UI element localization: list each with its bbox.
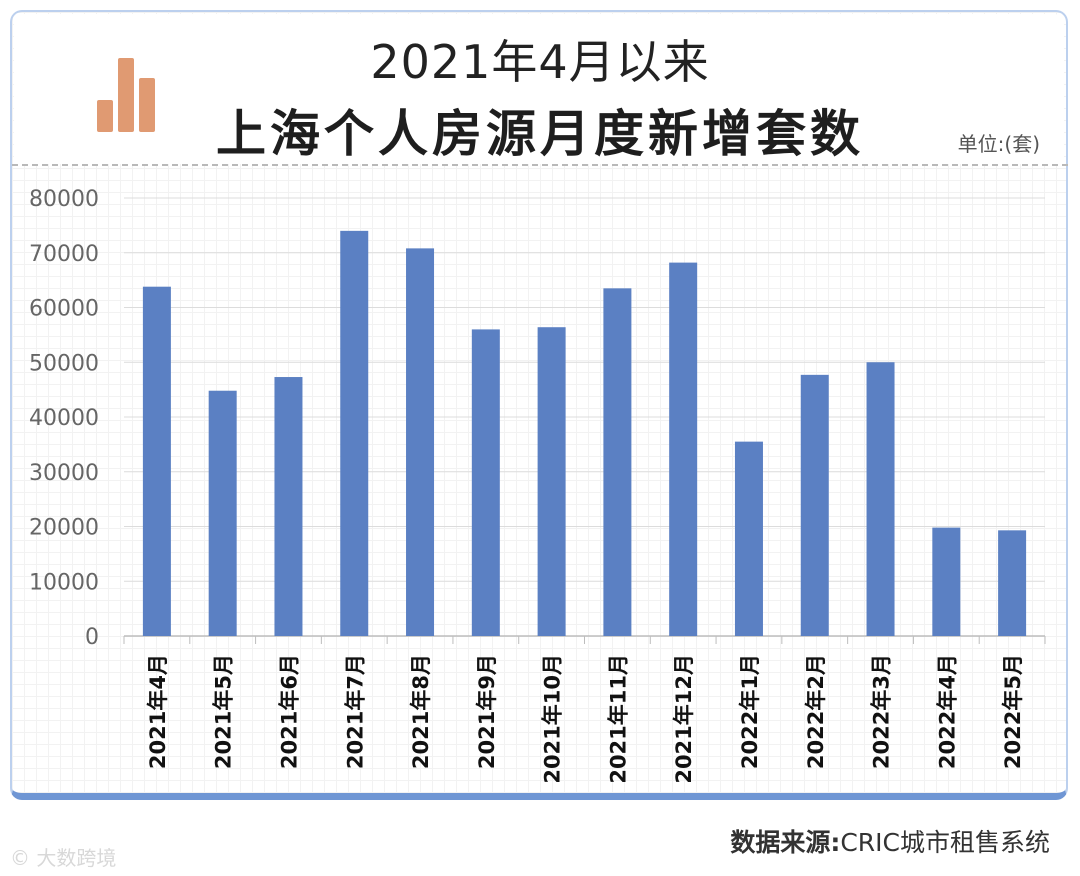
watermark: © 大数跨境: [10, 846, 117, 870]
bar: [208, 390, 237, 636]
y-tick-label: 30000: [29, 461, 99, 486]
bar: [603, 288, 632, 636]
bar: [734, 441, 763, 636]
bar: [800, 374, 829, 636]
bar: [537, 327, 566, 636]
bar: [998, 530, 1027, 636]
bar: [866, 362, 895, 636]
card-header-area: [14, 14, 1064, 164]
x-tick-label: 2021年9月: [475, 654, 499, 769]
x-tick-label: 2021年4月: [146, 654, 170, 769]
bar-chart-logo-icon: [97, 58, 155, 132]
unit-label: 单位:(套): [957, 132, 1040, 156]
bar: [340, 230, 369, 636]
y-tick-label: 20000: [29, 516, 99, 541]
x-tick-label: 2022年4月: [935, 654, 959, 769]
x-tick-label: 2022年2月: [804, 654, 828, 769]
x-tick-label: 2022年5月: [1001, 654, 1025, 769]
source-label: 数据来源:: [730, 828, 841, 857]
y-tick-label: 60000: [29, 297, 99, 322]
bar: [274, 377, 303, 636]
bar: [471, 329, 500, 636]
x-tick-label: 2021年8月: [409, 654, 433, 769]
x-tick-label: 2021年12月: [672, 654, 696, 784]
y-tick-label: 10000: [29, 570, 99, 595]
watermark-text: 大数跨境: [36, 846, 117, 870]
source-value: CRIC城市租售系统: [840, 828, 1050, 857]
data-source: 数据来源:CRIC城市租售系统: [730, 823, 1050, 859]
y-tick-label: 0: [85, 625, 99, 650]
y-tick-label: 50000: [29, 351, 99, 376]
y-tick-label: 70000: [29, 242, 99, 267]
bar-chart: 0 10000 20000 30000 40000 50000 60000 70000 8000…: [29, 187, 1046, 784]
x-tick-label: 2021年5月: [212, 654, 236, 769]
bar: [406, 248, 435, 636]
y-tick-label: 80000: [29, 187, 99, 212]
x-tick-label: 2021年11月: [606, 654, 630, 784]
x-tick-label: 2021年7月: [343, 654, 367, 769]
chart-title-line1: 2021年4月以来: [370, 35, 710, 89]
x-tick-label: 2021年6月: [277, 654, 301, 769]
x-tick-label: 2022年3月: [870, 654, 894, 769]
x-tick-label: 2021年10月: [541, 654, 565, 784]
bar: [669, 262, 698, 636]
bar: [932, 527, 961, 636]
header-divider: [12, 164, 1068, 166]
bar: [142, 286, 171, 636]
y-tick-label: 40000: [29, 406, 99, 431]
x-tick-label: 2022年1月: [738, 654, 762, 769]
chart-title-line2: 上海个人房源月度新增套数: [216, 105, 864, 163]
